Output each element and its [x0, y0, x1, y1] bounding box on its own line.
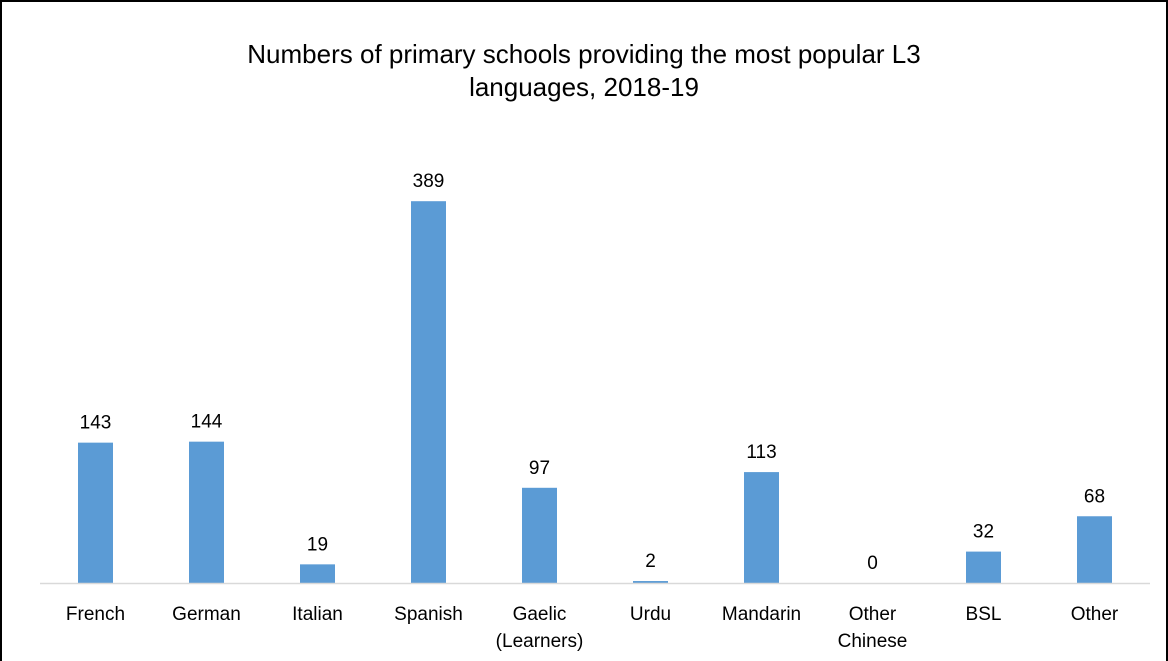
category-label-0: French	[66, 604, 125, 625]
bar-4	[522, 487, 557, 583]
value-label-4: 97	[529, 458, 550, 479]
chart-title-line-1: Numbers of primary schools providing the…	[247, 39, 921, 69]
category-label-1: German	[172, 604, 241, 625]
value-label-0: 143	[80, 413, 112, 434]
value-label-6: 113	[746, 442, 776, 463]
category-label-3: Spanish	[394, 604, 463, 625]
category-label-8: BSL	[966, 604, 1002, 625]
category-label-9: Other	[1071, 604, 1119, 625]
bar-8	[966, 551, 1001, 583]
value-label-8: 32	[973, 522, 994, 543]
value-label-1: 144	[191, 412, 223, 433]
value-label-7: 0	[867, 553, 878, 574]
bar-1	[189, 441, 224, 583]
bar-9	[1077, 516, 1112, 583]
category-label-6: Mandarin	[722, 604, 801, 625]
category-label-4: Gaelic	[513, 604, 567, 625]
bar-3	[411, 201, 446, 583]
category-label-2: Italian	[292, 604, 343, 625]
bar-2	[300, 564, 335, 583]
category-label-7: Other	[849, 604, 897, 625]
chart-title-line-2: languages, 2018-19	[469, 72, 699, 102]
value-label-9: 68	[1084, 486, 1105, 507]
value-label-3: 389	[413, 171, 445, 192]
value-label-2: 19	[307, 534, 328, 555]
bar-5	[633, 581, 668, 583]
category-label-4-line-2: (Learners)	[496, 631, 584, 652]
category-labels-group: French German Italian Spanish Gaelic (Learner…	[66, 604, 1119, 652]
category-label-7-line-2: Chinese	[838, 631, 908, 652]
value-label-5: 2	[645, 551, 656, 572]
bar-6	[744, 472, 779, 583]
value-labels-group: 143 144 19 389 97 2 113 0 32 68	[80, 171, 1105, 574]
bar-0	[78, 442, 113, 583]
bars-group	[78, 201, 1112, 583]
category-label-5: Urdu	[630, 604, 671, 625]
chart-title: Numbers of primary schools providing the…	[0, 38, 1168, 104]
